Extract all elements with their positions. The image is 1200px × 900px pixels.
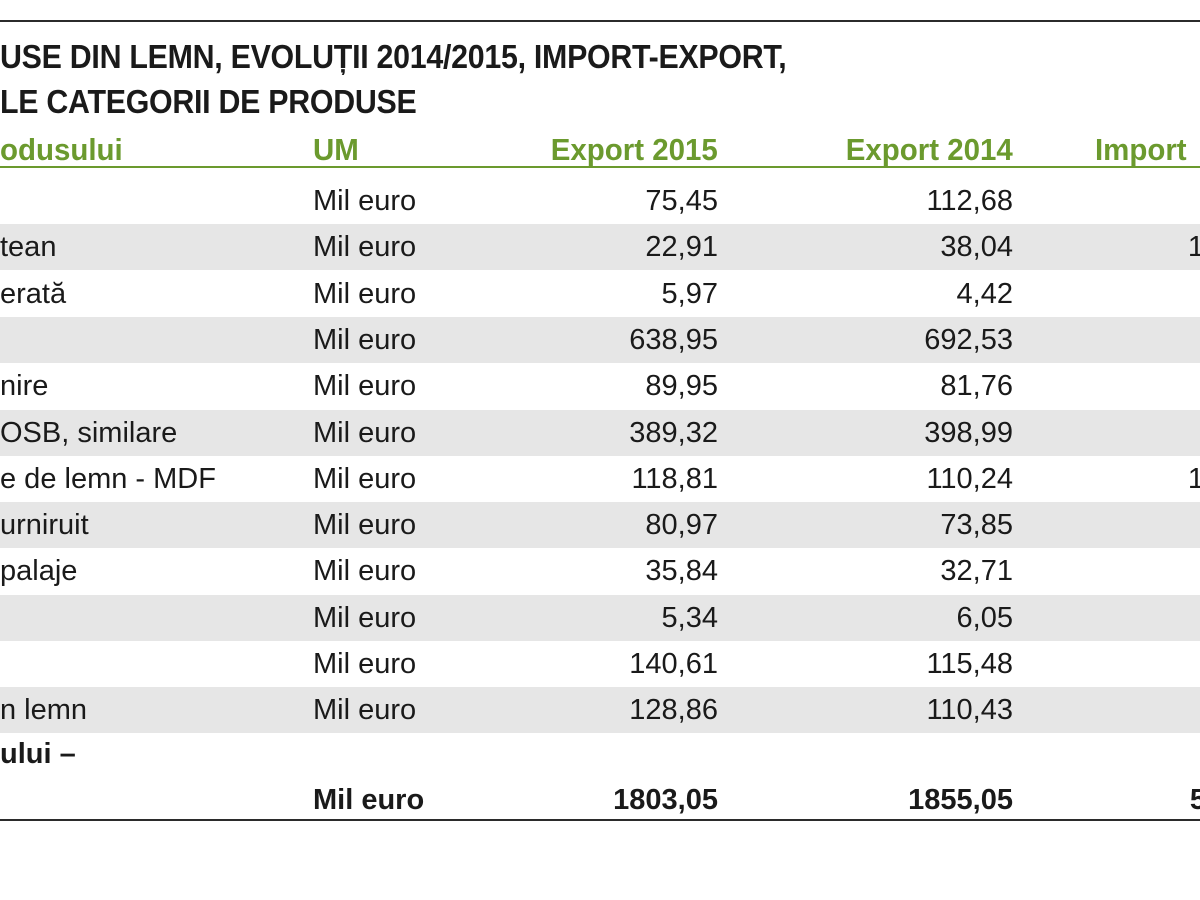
table-row: OSB, similare Mil euro 389,32 398,99 bbox=[0, 409, 1200, 456]
row-export-2014: 38,04 bbox=[940, 231, 1013, 264]
row-export-2015: 89,95 bbox=[645, 370, 718, 403]
row-export-2014: 115,48 bbox=[926, 648, 1013, 680]
row-unit: Mil euro bbox=[313, 370, 417, 403]
row-export-2015: 75,45 bbox=[645, 185, 718, 217]
row-export-2015: 118,81 bbox=[631, 462, 718, 495]
row-product-name: erată bbox=[0, 277, 67, 310]
row-export-2014: 110,43 bbox=[926, 694, 1013, 727]
row-export-2015: 5,97 bbox=[661, 277, 718, 310]
row-export-2014: 32,71 bbox=[940, 555, 1013, 588]
row-export-2014: 73,85 bbox=[940, 509, 1013, 542]
table-row: Mil euro 75,45 112,68 bbox=[0, 178, 1200, 224]
table-row: Mil euro 638,95 692,53 bbox=[0, 316, 1200, 363]
row-export-2014: 110,24 bbox=[926, 462, 1013, 495]
row-export-2014: 692,53 bbox=[924, 323, 1013, 356]
table-title-line-1: USE DIN LEMN, EVOLUȚII 2014/2015, IMPORT… bbox=[0, 38, 787, 75]
table-title-line-2: LE CATEGORII DE PRODUSE bbox=[0, 83, 417, 120]
row-export-2014: 398,99 bbox=[924, 416, 1013, 449]
header-export-2015: Export 2015 bbox=[551, 132, 718, 167]
row-export-2015: 80,97 bbox=[645, 509, 718, 542]
row-export-2015: 128,86 bbox=[629, 694, 718, 727]
table-row: e de lemn - MDF Mil euro 118,81 110,24 1 bbox=[0, 456, 1200, 502]
table-row: urniruit Mil euro 80,97 73,85 bbox=[0, 502, 1200, 549]
header-rule bbox=[0, 166, 1200, 168]
row-import-2015: 1 bbox=[1187, 231, 1200, 264]
row-product-name: n lemn bbox=[0, 694, 88, 727]
row-unit: Mil euro bbox=[313, 416, 417, 449]
row-unit: Mil euro bbox=[313, 601, 417, 634]
row-unit: Mil euro bbox=[313, 462, 417, 495]
row-export-2015: 140,61 bbox=[629, 648, 718, 680]
bottom-rule bbox=[0, 819, 1200, 821]
row-product-name: palaje bbox=[0, 555, 78, 588]
table-row: erată Mil euro 5,97 4,42 bbox=[0, 271, 1200, 317]
row-export-2015: 35,84 bbox=[645, 555, 718, 588]
row-unit: Mil euro bbox=[313, 277, 417, 310]
top-rule bbox=[0, 20, 1200, 22]
table-row: palaje Mil euro 35,84 32,71 bbox=[0, 548, 1200, 594]
table-row: nire Mil euro 89,95 81,76 bbox=[0, 363, 1200, 409]
table-row: tean Mil euro 22,91 38,04 1 bbox=[0, 224, 1200, 271]
row-export-2014: 4,42 bbox=[956, 277, 1013, 310]
row-unit: Mil euro bbox=[313, 323, 417, 356]
table-row: Mil euro 140,61 115,48 bbox=[0, 641, 1200, 687]
row-import-2015: 1 bbox=[1187, 462, 1200, 495]
row-export-2014: 6,05 bbox=[956, 601, 1013, 634]
row-product-name: tean bbox=[0, 231, 57, 264]
row-unit: Mil euro bbox=[313, 509, 417, 542]
row-product-name: urniruit bbox=[0, 509, 89, 542]
total-unit: Mil euro bbox=[313, 784, 425, 816]
header-import-2015: Import bbox=[1095, 132, 1187, 167]
header-unit: UM bbox=[313, 132, 359, 167]
row-export-2015: 389,32 bbox=[629, 416, 718, 449]
row-export-2014: 81,76 bbox=[940, 370, 1013, 403]
row-unit: Mil euro bbox=[313, 555, 417, 588]
row-export-2015: 5,34 bbox=[661, 601, 718, 634]
row-product-name: OSB, similare bbox=[0, 416, 178, 449]
row-product-name: nire bbox=[0, 370, 49, 403]
header-export-2014: Export 2014 bbox=[846, 132, 1013, 167]
total-export-2014: 1855,05 bbox=[908, 784, 1013, 816]
total-label: ului – bbox=[0, 738, 76, 770]
header-product-name: odusului bbox=[0, 132, 123, 167]
row-export-2015: 638,95 bbox=[629, 323, 718, 356]
row-product-name: e de lemn - MDF bbox=[0, 462, 216, 495]
total-export-2015: 1803,05 bbox=[613, 784, 718, 816]
row-unit: Mil euro bbox=[313, 694, 417, 727]
row-unit: Mil euro bbox=[313, 231, 417, 264]
row-export-2014: 112,68 bbox=[926, 185, 1013, 217]
total-import-2015: 5 bbox=[1189, 784, 1200, 816]
table-row: Mil euro 5,34 6,05 bbox=[0, 594, 1200, 641]
row-unit: Mil euro bbox=[313, 185, 417, 217]
table-row: n lemn Mil euro 128,86 110,43 bbox=[0, 687, 1200, 734]
row-export-2015: 22,91 bbox=[645, 231, 718, 264]
row-unit: Mil euro bbox=[313, 648, 417, 680]
